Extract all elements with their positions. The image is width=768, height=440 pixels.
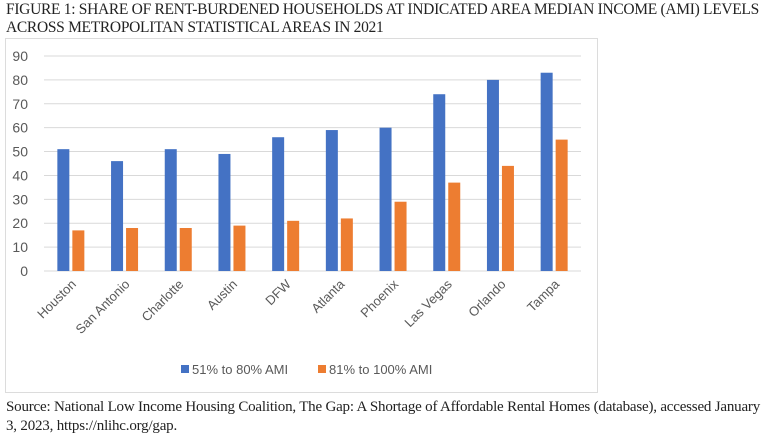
y-tick-label: 60 [12, 120, 28, 136]
y-tick-label: 40 [12, 167, 28, 183]
bar-low-ami [111, 161, 124, 271]
y-tick-label: 0 [20, 263, 28, 279]
legend-item: 51% to 80% AMI [181, 362, 288, 377]
x-tick-label: DFW [262, 276, 294, 308]
chart-container [5, 38, 598, 393]
bar-low-ami [57, 149, 70, 271]
y-tick-label: 30 [12, 191, 28, 207]
bar-low-ami [379, 127, 392, 272]
x-tick-label: Austin [204, 277, 240, 313]
bars [57, 72, 568, 272]
y-tick-label: 20 [12, 215, 28, 231]
x-tick-label: Phoenix [357, 276, 401, 320]
bar-high-ami [394, 201, 407, 271]
bar-low-ami [218, 153, 231, 271]
bar-high-ami [340, 218, 353, 271]
bar-low-ami [433, 94, 446, 271]
x-tick-label: Atlanta [308, 276, 348, 316]
bar-low-ami [272, 137, 285, 271]
legend-label: 51% to 80% AMI [192, 362, 288, 377]
figure-title: FIGURE 1: SHARE OF RENT-BURDENED HOUSEHO… [6, 1, 759, 36]
legend-swatch [181, 365, 189, 373]
x-tick-label: Las Vegas [401, 276, 455, 330]
bar-low-ami [486, 79, 499, 271]
legend: 51% to 80% AMI 81% to 100% AMI [181, 362, 432, 377]
y-tick-label: 80 [12, 72, 28, 88]
y-tick-label: 90 [12, 48, 28, 64]
legend-swatch [318, 365, 326, 373]
y-tick-label: 10 [12, 239, 28, 255]
x-tick-label: Houston [34, 277, 79, 322]
bar-low-ami [540, 72, 553, 271]
bar-high-ami [555, 139, 568, 271]
legend-item: 81% to 100% AMI [318, 362, 432, 377]
bar-high-ami [448, 182, 461, 271]
source-note: Source: National Low Income Housing Coal… [6, 399, 761, 434]
bar-low-ami [164, 149, 177, 271]
y-tick-label: 70 [12, 96, 28, 112]
y-tick-label: 50 [12, 144, 28, 160]
bar-high-ami [233, 225, 246, 271]
legend-label: 81% to 100% AMI [329, 362, 432, 377]
x-tick-label: Tampa [524, 276, 563, 315]
gridlines [44, 55, 581, 272]
bar-low-ami [325, 130, 338, 271]
bar-high-ami [501, 165, 514, 271]
bar-high-ami [179, 228, 192, 271]
bar-high-ami [126, 228, 139, 271]
x-tick-label: San Antonio [72, 277, 132, 337]
bar-high-ami [72, 230, 85, 271]
x-tick-label: Orlando [465, 277, 508, 320]
bar-high-ami [287, 220, 300, 271]
y-axis-ticks: 0 10 20 30 40 50 60 70 80 90 [12, 48, 28, 279]
x-tick-label: Charlotte [138, 277, 186, 325]
